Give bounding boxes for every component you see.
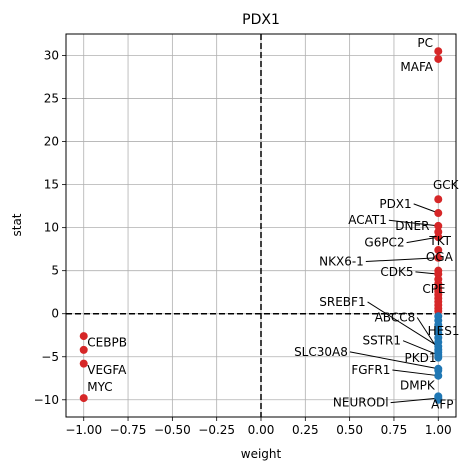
point-label: VEGFA [87, 363, 127, 377]
label-connector [365, 257, 439, 263]
point-label: PKD1 [405, 351, 437, 365]
label-connector [406, 236, 439, 244]
data-points [79, 47, 443, 404]
y-tick-label: 20 [44, 135, 59, 149]
data-point [434, 209, 443, 218]
point-label: TKT [428, 234, 451, 248]
data-point [434, 253, 443, 262]
x-axis-label: weight [241, 447, 282, 461]
point-label: SSTR1 [362, 334, 401, 348]
data-point [434, 233, 443, 242]
point-label: NKX6-1 [319, 255, 364, 269]
point-label: AFP [431, 397, 453, 411]
point-label: FGFR1 [351, 363, 390, 377]
label-connector [392, 369, 439, 377]
point-label: MAFA [400, 60, 433, 74]
label-connector [388, 219, 439, 227]
point-label: CDK5 [380, 265, 413, 279]
x-tick-label: 0.50 [336, 423, 363, 437]
y-axis-ticks: −10 −5 0 5 10 15 20 25 30 [34, 49, 66, 407]
chart-title: PDX1 [242, 12, 280, 28]
x-tick-label: −1.00 [65, 423, 102, 437]
label-connector [367, 301, 439, 347]
y-tick-label: 30 [44, 49, 59, 63]
data-point [434, 371, 443, 380]
x-axis-ticks: −1.00 −0.75 −0.50 −0.25 0.00 0.25 0.50 0.75 1.00 [65, 417, 452, 437]
point-label: DNER [395, 219, 429, 233]
y-tick-label: −5 [41, 350, 59, 364]
point-labels: PC MAFA GCK PDX1 ACAT1 DNER G6PC2 TKT NKX6-1 OGA C… [87, 36, 459, 411]
x-tick-label: −0.75 [110, 423, 147, 437]
y-tick-label: 0 [51, 307, 59, 321]
x-tick-label: 0.00 [248, 423, 275, 437]
x-tick-label: 0.25 [292, 423, 319, 437]
point-label: GCK [433, 178, 460, 192]
y-axis-label: stat [10, 213, 24, 236]
label-connector [416, 317, 439, 351]
point-label: PDX1 [379, 197, 411, 211]
y-tick-label: 25 [44, 92, 59, 106]
data-point [79, 332, 88, 341]
point-label: CPE [422, 282, 445, 296]
point-label: DMPK [400, 378, 436, 392]
data-point [79, 394, 88, 403]
x-tick-label: −0.50 [154, 423, 191, 437]
point-label: ABCC8 [375, 310, 416, 324]
label-connector [402, 340, 439, 356]
data-point [434, 246, 443, 255]
data-point [434, 353, 443, 362]
x-tick-label: 1.00 [425, 423, 452, 437]
x-tick-label: −0.25 [198, 423, 235, 437]
point-label: CEBPB [87, 335, 127, 349]
label-connector [349, 351, 439, 370]
data-point [434, 221, 443, 230]
point-label: MYC [87, 380, 112, 394]
y-tick-label: 15 [44, 178, 59, 192]
y-tick-label: 10 [44, 221, 59, 235]
point-label: NEURODl [333, 396, 389, 410]
label-connector [413, 203, 439, 214]
point-label: PC [417, 36, 433, 50]
data-point [434, 395, 443, 404]
label-connectors [349, 203, 439, 404]
data-point [434, 54, 443, 63]
label-connector [390, 397, 439, 404]
y-tick-label: 5 [51, 264, 59, 278]
data-point [434, 195, 443, 204]
point-label: HES1 [428, 324, 460, 338]
reference-lines [66, 34, 456, 417]
data-point [434, 47, 443, 56]
x-tick-label: 0.75 [381, 423, 408, 437]
point-label: G6PC2 [364, 236, 404, 250]
y-tick-label: −10 [34, 393, 59, 407]
point-label: SREBF1 [319, 295, 365, 309]
point-label: SLC30A8 [294, 345, 348, 359]
point-label: ACAT1 [348, 213, 387, 227]
point-label: OGA [426, 250, 454, 264]
data-point [79, 345, 88, 354]
data-point [79, 359, 88, 368]
